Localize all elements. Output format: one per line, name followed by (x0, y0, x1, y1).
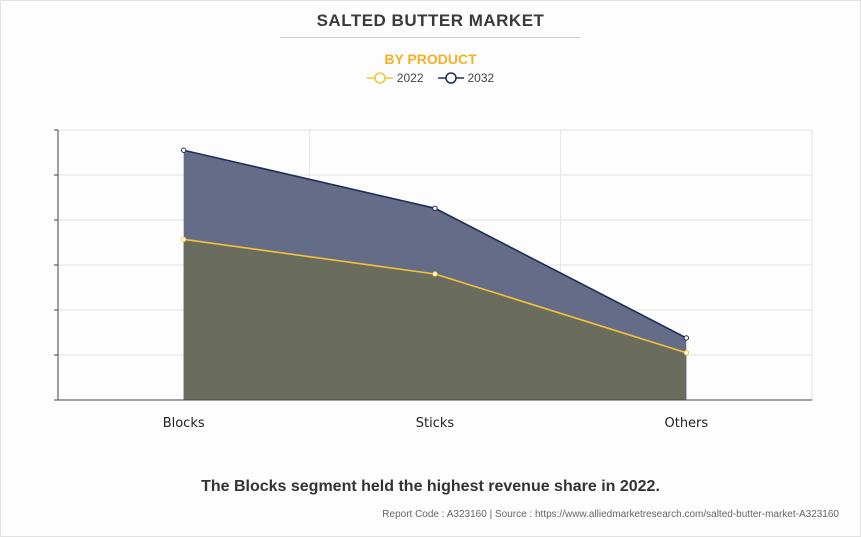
legend-item-2032[interactable]: 2032 (437, 71, 495, 85)
point-2022-others (683, 350, 690, 356)
legend-label-2022: 2022 (396, 71, 424, 85)
chart-title: SALTED BUTTER MARKET (316, 11, 545, 30)
chart-subtitle: BY PRODUCT (384, 51, 477, 67)
point-2032-blocks (180, 147, 187, 153)
point-2032-others (683, 335, 690, 341)
legend-label-2032: 2032 (467, 71, 495, 85)
area-2022 (183, 239, 687, 400)
x-tick-label-sticks: Sticks (416, 416, 455, 431)
legend-marker-2032 (437, 72, 464, 84)
point-2032-sticks (432, 205, 438, 212)
source-footer: Report Code : A323160 | Source : https:/… (382, 509, 839, 520)
point-2022-blocks (180, 236, 187, 243)
legend-item-2022[interactable]: 2022 (366, 71, 424, 85)
legend: 2022 2032 (0, 71, 861, 85)
title-divider (280, 37, 580, 38)
point-2022-sticks (432, 271, 438, 277)
x-tick-label-blocks: Blocks (163, 416, 205, 431)
legend-marker-2022 (366, 72, 393, 84)
x-tick-label-others: Others (664, 416, 708, 431)
chart-caption: The Blocks segment held the highest reve… (201, 478, 660, 495)
